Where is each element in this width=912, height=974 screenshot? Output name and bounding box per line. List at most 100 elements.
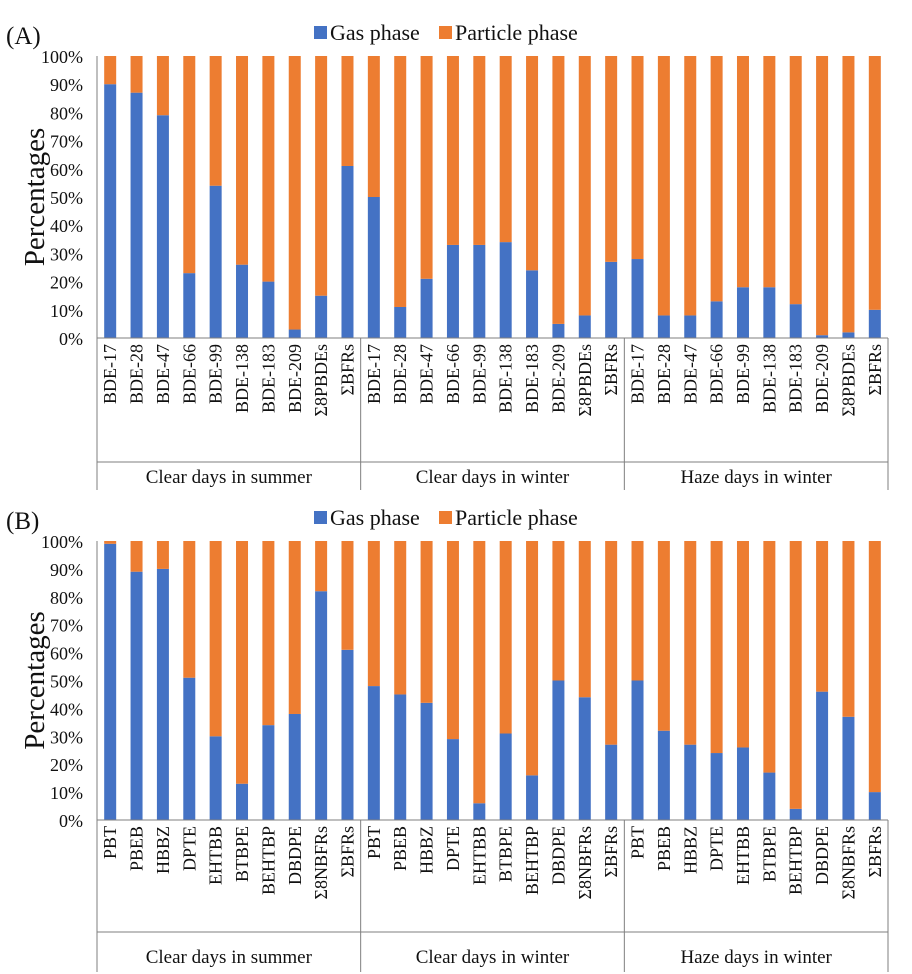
legend-swatch-gas — [314, 511, 327, 524]
bar-gas-phase — [710, 301, 723, 338]
x-tick-label: EHTBB — [469, 826, 489, 885]
bar-particle-phase — [394, 56, 407, 307]
bar-particle-phase — [130, 541, 143, 572]
bar-particle-phase — [262, 56, 275, 282]
group-label: Clear days in winter — [416, 947, 570, 968]
bar-particle-phase — [684, 56, 697, 316]
bar-particle-phase — [763, 56, 776, 288]
bar-gas-phase — [183, 677, 196, 820]
bar-gas-phase — [367, 686, 380, 820]
bar-gas-phase — [420, 278, 433, 338]
bar-particle-phase — [526, 56, 539, 271]
bar-particle-phase — [657, 56, 670, 316]
bar-gas-phase — [446, 739, 459, 820]
bar-gas-phase — [341, 165, 354, 338]
bar-gas-phase — [156, 115, 169, 338]
legend-label-particle: Particle phase — [455, 505, 578, 530]
x-tick-label: ΣBFRs — [337, 826, 357, 878]
bar-particle-phase — [446, 541, 459, 740]
bar-gas-phase — [473, 803, 486, 820]
legend-label-gas: Gas phase — [330, 20, 420, 45]
x-tick-label: BDE-47 — [153, 344, 173, 404]
y-tick-label: 70% — [50, 132, 83, 152]
y-tick-label: 0% — [59, 329, 83, 349]
x-tick-label: Σ8PBDEs — [575, 344, 595, 417]
bar-gas-phase — [736, 287, 749, 338]
bar-gas-phase — [526, 775, 539, 820]
group-label: Clear days in summer — [146, 467, 313, 488]
bar-particle-phase — [684, 541, 697, 745]
panel-label: (B) — [6, 508, 39, 535]
x-tick-label: DBDPE — [285, 826, 305, 885]
bar-gas-phase — [104, 543, 117, 820]
bar-particle-phase — [631, 541, 644, 681]
bar-gas-phase — [631, 259, 644, 338]
y-tick-label: 60% — [50, 160, 83, 180]
x-tick-label: BDE-209 — [548, 344, 568, 413]
x-tick-label: BDE-183 — [258, 344, 278, 413]
group-label: Clear days in summer — [146, 947, 313, 968]
y-tick-label: 80% — [50, 103, 83, 123]
x-tick-label: Σ8PBDEs — [311, 344, 331, 417]
x-tick-label: BTBPE — [759, 826, 779, 882]
bar-gas-phase — [657, 315, 670, 338]
bar-particle-phase — [156, 56, 169, 116]
x-tick-label: ΣBFRs — [865, 826, 885, 878]
bar-gas-phase — [736, 747, 749, 820]
bar-gas-phase — [394, 306, 407, 338]
bar-gas-phase — [763, 287, 776, 338]
x-tick-label: DPTE — [179, 826, 199, 871]
x-tick-label: BDE-138 — [232, 344, 252, 413]
bar-gas-phase — [473, 244, 486, 338]
x-tick-label: BDE-138 — [496, 344, 516, 413]
bar-gas-phase — [605, 261, 618, 338]
bar-gas-phase — [816, 335, 829, 338]
x-tick-label: BDE-183 — [786, 344, 806, 413]
bar-particle-phase — [288, 56, 301, 330]
y-tick-label: 100% — [41, 47, 83, 67]
bar-gas-phase — [499, 242, 512, 338]
bar-particle-phase — [710, 541, 723, 754]
bar-particle-phase — [341, 56, 354, 166]
x-tick-label: BDE-209 — [812, 344, 832, 413]
x-tick-label: Σ8PBDEs — [838, 344, 858, 417]
bar-particle-phase — [552, 541, 565, 681]
bar-gas-phase — [499, 733, 512, 820]
bar-gas-phase — [842, 716, 855, 820]
x-tick-label: DBDPE — [548, 826, 568, 885]
bar-gas-phase — [842, 332, 855, 338]
y-tick-label: 70% — [50, 616, 83, 636]
x-tick-label: BDE-17 — [628, 344, 648, 404]
x-tick-label: BDE-66 — [179, 344, 199, 404]
bar-particle-phase — [868, 56, 881, 310]
x-tick-label: BDE-99 — [206, 344, 226, 404]
group-label: Haze days in winter — [680, 947, 832, 968]
bar-gas-phase — [288, 713, 301, 820]
bar-particle-phase — [816, 541, 829, 692]
bar-gas-phase — [868, 792, 881, 820]
y-tick-label: 10% — [50, 301, 83, 321]
bar-particle-phase — [315, 56, 328, 296]
x-tick-label: Σ8NBFRs — [838, 826, 858, 900]
panel-a-chart: (A) Gas phase Particle phase Percentages 0% 1… — [6, 20, 889, 490]
bar-particle-phase — [183, 541, 196, 678]
y-tick-label: 100% — [41, 532, 83, 552]
x-tick-label: BDE-138 — [759, 344, 779, 413]
group-label: Clear days in winter — [416, 467, 570, 488]
y-tick-label: 60% — [50, 644, 83, 664]
bar-particle-phase — [499, 541, 512, 734]
bar-gas-phase — [526, 270, 539, 338]
bar-gas-phase — [684, 315, 697, 338]
y-tick-label: 20% — [50, 273, 83, 293]
bar-gas-phase — [236, 264, 249, 338]
legend-label-gas: Gas phase — [330, 505, 420, 530]
bar-particle-phase — [367, 56, 380, 197]
x-tick-label: PBEB — [127, 826, 147, 871]
x-tick-label: PBT — [364, 826, 384, 859]
x-tick-label: BEHTBP — [522, 826, 542, 895]
x-tick-label: ΣBFRs — [337, 344, 357, 396]
x-tick-label: BEHTBP — [258, 826, 278, 895]
y-tick-label: 90% — [50, 75, 83, 95]
bar-particle-phase — [473, 541, 486, 804]
